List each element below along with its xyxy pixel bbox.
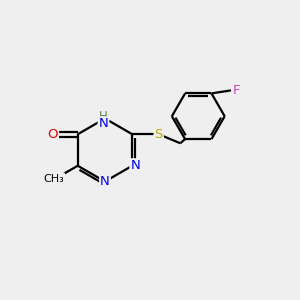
Text: H: H: [99, 110, 108, 124]
Text: S: S: [154, 128, 163, 141]
Text: N: N: [130, 159, 140, 172]
Text: CH₃: CH₃: [44, 173, 64, 184]
Text: F: F: [232, 84, 240, 97]
Text: N: N: [100, 175, 110, 188]
Text: O: O: [48, 128, 58, 141]
Text: N: N: [99, 117, 108, 130]
